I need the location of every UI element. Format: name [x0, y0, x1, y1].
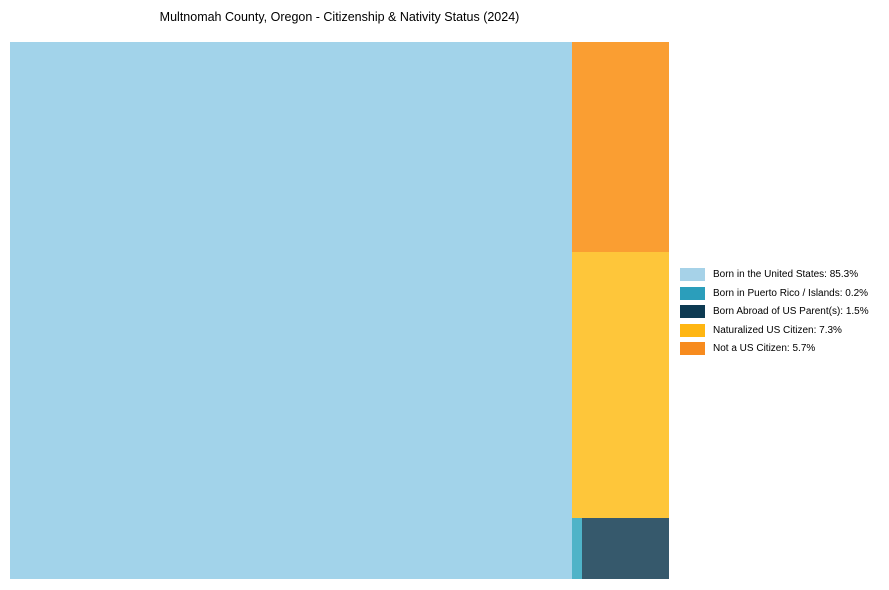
treemap-tile-born-abroad-of-us-parents	[582, 518, 669, 579]
legend-label-born-in-puerto-rico-islands: Born in Puerto Rico / Islands: 0.2%	[713, 287, 869, 299]
legend-item-born-in-united-states: Born in the United States: 85.3%	[680, 268, 869, 281]
legend-item-not-a-us-citizen: Not a US Citizen: 5.7%	[680, 342, 869, 356]
legend-swatch-naturalized-us-citizen	[680, 323, 705, 337]
legend: Born in the United States: 85.3% Born in…	[680, 268, 869, 356]
treemap-chart	[10, 42, 669, 579]
legend-item-born-abroad-of-us-parents: Born Abroad of US Parent(s): 1.5%	[680, 305, 869, 319]
treemap-tile-not-a-us-citizen	[572, 42, 669, 252]
legend-label-born-in-united-states: Born in the United States: 85.3%	[713, 269, 859, 280]
treemap-tile-born-in-united-states	[10, 42, 572, 579]
legend-swatch-born-in-puerto-rico-islands	[680, 286, 705, 300]
legend-item-born-in-puerto-rico-islands: Born in Puerto Rico / Islands: 0.2%	[680, 286, 869, 300]
legend-label-naturalized-us-citizen: Naturalized US Citizen: 7.3%	[713, 324, 842, 336]
legend-swatch-born-abroad-of-us-parents	[680, 305, 705, 319]
chart-title: Multnomah County, Oregon - Citizenship &…	[159, 10, 520, 24]
legend-swatch-born-in-united-states	[680, 268, 705, 281]
legend-swatch-not-a-us-citizen	[680, 342, 705, 356]
legend-label-not-a-us-citizen: Not a US Citizen: 5.7%	[713, 343, 816, 355]
legend-item-naturalized-us-citizen: Naturalized US Citizen: 7.3%	[680, 323, 869, 337]
legend-label-born-abroad-of-us-parents: Born Abroad of US Parent(s): 1.5%	[713, 306, 869, 318]
treemap-tile-naturalized-us-citizen	[572, 252, 669, 518]
treemap-tile-born-in-puerto-rico-islands	[572, 518, 582, 579]
